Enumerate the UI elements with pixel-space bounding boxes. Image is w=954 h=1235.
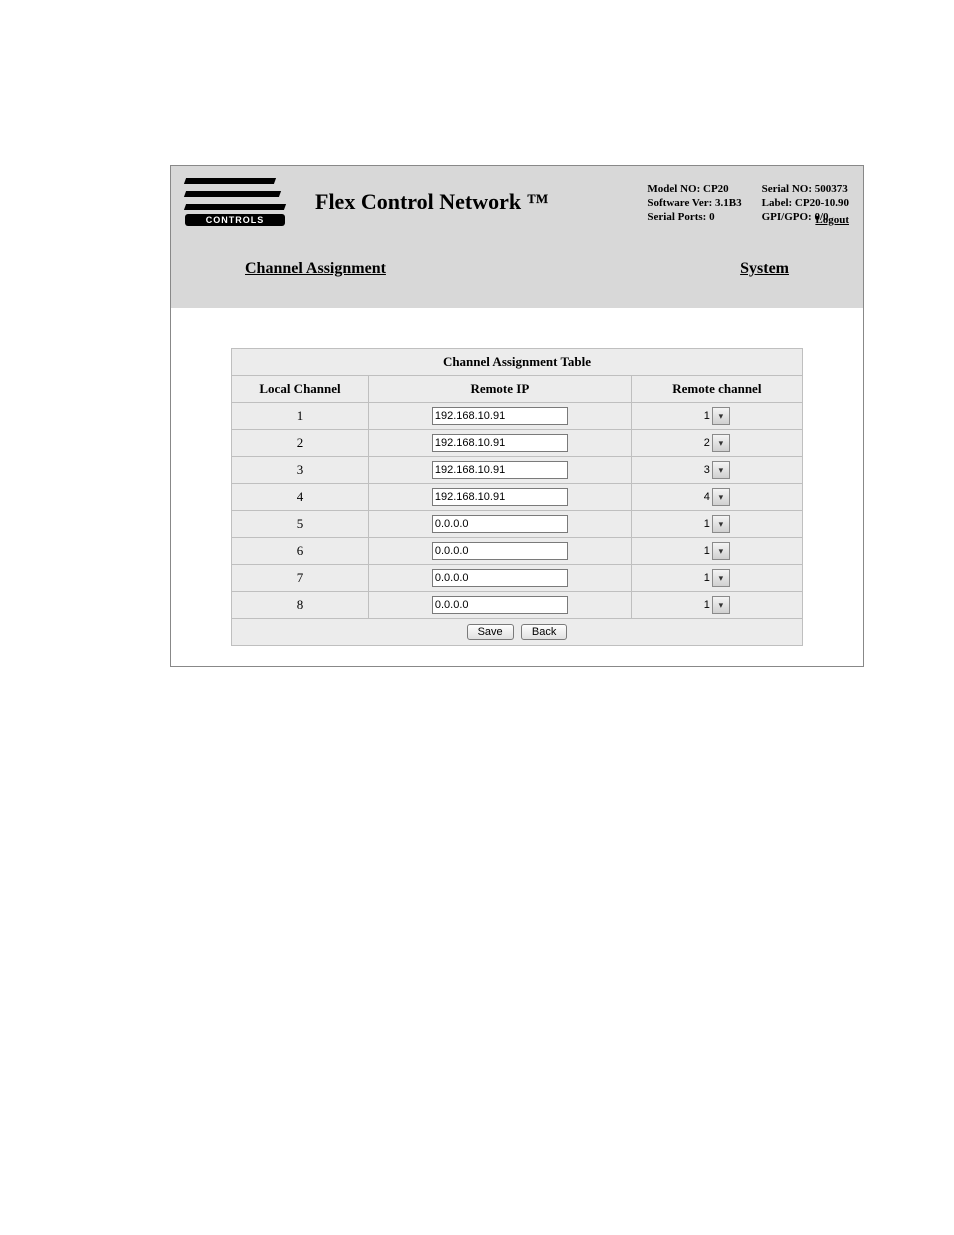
remote-channel-value: 1: [704, 545, 710, 557]
remote-channel-value: 1: [704, 410, 710, 422]
header-band: CONTROLS Flex Control Network ™ Model NO…: [171, 166, 863, 308]
remote-ip-input[interactable]: [432, 515, 568, 533]
chevron-down-icon[interactable]: ▾: [712, 542, 730, 560]
local-channel-cell: 1: [232, 403, 369, 430]
dnf-logo: CONTROLS: [185, 178, 285, 226]
local-channel-cell: 4: [232, 484, 369, 511]
chevron-down-icon[interactable]: ▾: [712, 488, 730, 506]
remote-channel-cell: 4▾: [631, 484, 802, 511]
table-row: 6 1▾: [232, 538, 803, 565]
remote-channel-value: 1: [704, 572, 710, 584]
label-info: Label: CP20-10.90: [762, 197, 849, 209]
remote-channel-cell: 1▾: [631, 592, 802, 619]
serial-ports-info: Serial Ports: 0: [647, 211, 741, 223]
remote-ip-input[interactable]: [432, 542, 568, 560]
nav-system[interactable]: System: [740, 260, 789, 278]
remote-ip-input[interactable]: [432, 461, 568, 479]
software-info: Software Ver: 3.1B3: [647, 197, 741, 209]
remote-ip-input[interactable]: [432, 407, 568, 425]
remote-ip-cell: [369, 538, 632, 565]
chevron-down-icon[interactable]: ▾: [712, 461, 730, 479]
remote-ip-input[interactable]: [432, 596, 568, 614]
chevron-down-icon[interactable]: ▾: [712, 596, 730, 614]
remote-ip-cell: [369, 592, 632, 619]
local-channel-cell: 5: [232, 511, 369, 538]
local-channel-cell: 7: [232, 565, 369, 592]
remote-ip-cell: [369, 457, 632, 484]
local-channel-cell: 6: [232, 538, 369, 565]
remote-ip-cell: [369, 430, 632, 457]
local-channel-cell: 3: [232, 457, 369, 484]
table-row: 5 1▾: [232, 511, 803, 538]
save-button[interactable]: Save: [467, 624, 514, 640]
remote-channel-value: 3: [704, 464, 710, 476]
local-channel-cell: 2: [232, 430, 369, 457]
remote-channel-value: 1: [704, 599, 710, 611]
chevron-down-icon[interactable]: ▾: [712, 407, 730, 425]
remote-ip-input[interactable]: [432, 569, 568, 587]
table-row: 44▾: [232, 484, 803, 511]
model-info: Model NO: CP20: [647, 183, 741, 195]
product-title: Flex Control Network ™: [315, 189, 549, 215]
table-row: 11▾: [232, 403, 803, 430]
remote-channel-cell: 1▾: [631, 403, 802, 430]
table-row: 8 1▾: [232, 592, 803, 619]
table-row: 33▾: [232, 457, 803, 484]
chevron-down-icon[interactable]: ▾: [712, 434, 730, 452]
app-frame: CONTROLS Flex Control Network ™ Model NO…: [170, 165, 864, 667]
remote-ip-cell: [369, 511, 632, 538]
local-channel-cell: 8: [232, 592, 369, 619]
table-row: 22▾: [232, 430, 803, 457]
col-remote-channel: Remote channel: [631, 376, 802, 403]
remote-channel-value: 2: [704, 437, 710, 449]
table-title: Channel Assignment Table: [232, 349, 803, 376]
remote-channel-cell: 2▾: [631, 430, 802, 457]
remote-channel-cell: 1▾: [631, 538, 802, 565]
remote-ip-cell: [369, 565, 632, 592]
chevron-down-icon[interactable]: ▾: [712, 515, 730, 533]
channel-assignment-table: Channel Assignment Table Local Channel R…: [231, 348, 803, 646]
col-local-channel: Local Channel: [232, 376, 369, 403]
logo-subtext: CONTROLS: [185, 214, 285, 226]
content-area: Channel Assignment Table Local Channel R…: [171, 308, 863, 666]
chevron-down-icon[interactable]: ▾: [712, 569, 730, 587]
nav-channel-assignment[interactable]: Channel Assignment: [245, 260, 386, 278]
table-row: 7 1▾: [232, 565, 803, 592]
col-remote-ip: Remote IP: [369, 376, 632, 403]
logout-link[interactable]: Logout: [815, 214, 849, 226]
remote-ip-input[interactable]: [432, 488, 568, 506]
remote-channel-cell: 1▾: [631, 565, 802, 592]
remote-channel-cell: 1▾: [631, 511, 802, 538]
remote-ip-input[interactable]: [432, 434, 568, 452]
remote-ip-cell: [369, 403, 632, 430]
remote-channel-value: 4: [704, 491, 710, 503]
serial-info: Serial NO: 500373: [762, 183, 849, 195]
remote-channel-value: 1: [704, 518, 710, 530]
back-button[interactable]: Back: [521, 624, 567, 640]
remote-channel-cell: 3▾: [631, 457, 802, 484]
remote-ip-cell: [369, 484, 632, 511]
